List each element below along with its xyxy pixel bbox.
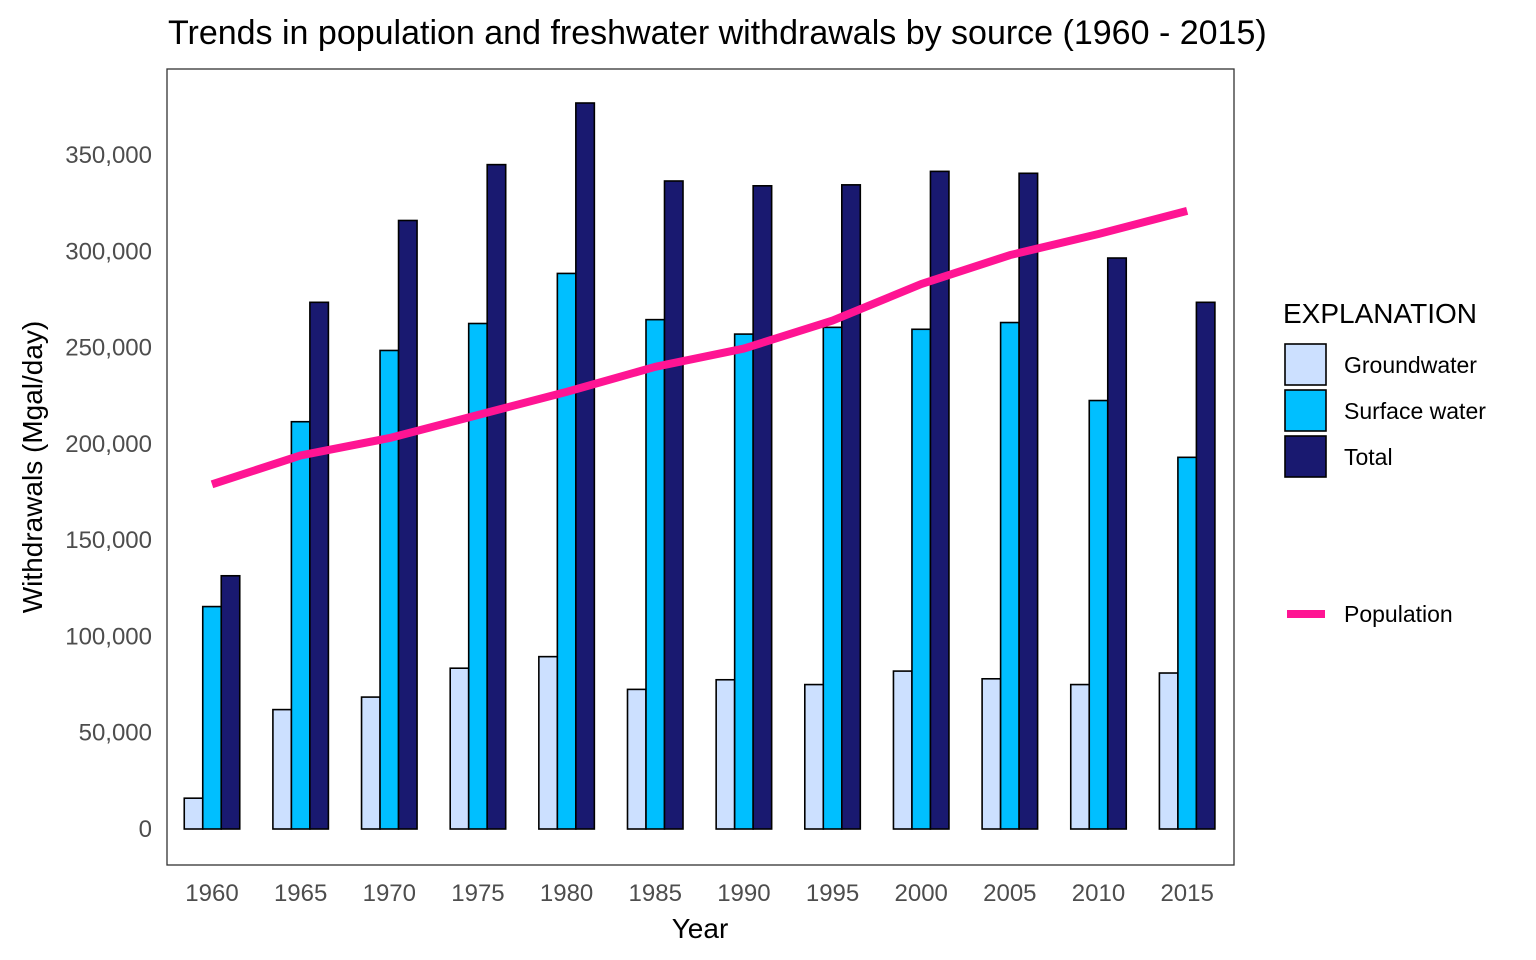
bar-total (1106, 257, 1128, 830)
bar-total (486, 163, 507, 830)
y-tick-label: 150,000 (65, 527, 152, 554)
x-tick-label: 1990 (717, 880, 770, 907)
bar-groundwater (1069, 683, 1091, 830)
plot-panel (166, 68, 1235, 866)
bar-total (663, 180, 684, 830)
bar-groundwater (981, 677, 1002, 830)
bar-total (752, 185, 773, 830)
legend-label: Surface water (1344, 398, 1486, 424)
bar-surface-water (999, 321, 1020, 830)
y-tick-label: 350,000 (65, 142, 152, 169)
chart-title: Trends in population and freshwater with… (168, 14, 1267, 52)
legend-swatch (1284, 343, 1327, 386)
legend-label: Total (1344, 444, 1393, 470)
y-axis-title: Withdrawals (Mgal/day) (17, 321, 48, 614)
bar-groundwater (715, 678, 736, 830)
bar-surface-water (822, 326, 843, 830)
bar-total (929, 170, 950, 830)
bar-total (309, 301, 330, 830)
bar-surface-water (467, 322, 489, 830)
bar-groundwater (1158, 672, 1179, 830)
legend-title: EXPLANATION (1283, 298, 1477, 329)
x-tick-label: 1975 (451, 880, 504, 907)
bar-total (397, 219, 418, 830)
bar-surface-water (645, 318, 666, 830)
x-tick-label: 1965 (274, 880, 327, 907)
x-tick-label: 2010 (1072, 880, 1125, 907)
legend-label: Groundwater (1344, 352, 1477, 378)
bar-total (840, 184, 862, 830)
population-line (210, 206, 1189, 489)
x-axis-ticks: 1960 1965 1970 1975 1980 1985 1990 1995 2000 2005… (185, 880, 1214, 907)
y-tick-label: 250,000 (65, 335, 152, 362)
legend: EXPLANATION Groundwater Surface water Tota… (1283, 298, 1486, 627)
bar-surface-water (733, 333, 754, 830)
x-tick-label: 1980 (540, 880, 593, 907)
bar-surface-water (290, 420, 311, 830)
bar-total (1195, 301, 1216, 830)
y-tick-label: 0 (139, 816, 152, 843)
legend-swatch (1284, 389, 1327, 432)
y-tick-label: 200,000 (65, 431, 152, 458)
bar-groundwater (892, 670, 913, 830)
bar-groundwater (183, 797, 204, 830)
bar-groundwater (449, 667, 470, 830)
x-tick-label: 1960 (185, 880, 238, 907)
bar-surface-water (556, 272, 577, 830)
bar-groundwater (360, 696, 381, 830)
bar-groundwater (538, 655, 559, 830)
x-tick-label: 1995 (806, 880, 859, 907)
bar-surface-water (379, 349, 400, 830)
bar-total (220, 574, 241, 830)
x-axis-title: Year (672, 913, 729, 944)
y-tick-label: 100,000 (65, 623, 152, 650)
legend-swatch (1284, 435, 1327, 478)
legend-label-population: Population (1344, 601, 1453, 627)
bar-total (1018, 172, 1039, 830)
bar-surface-water (1088, 399, 1109, 830)
bar-groundwater (626, 688, 647, 830)
y-axis-ticks: 0 50,000 100,000 150,000 200,000 250,000 300,0… (65, 142, 152, 843)
bar-surface-water (1177, 456, 1198, 830)
legend-items: Groundwater Surface water Total Population (1284, 343, 1486, 627)
bar-total (575, 102, 596, 830)
x-tick-label: 2000 (895, 880, 948, 907)
bar-groundwater (272, 708, 293, 830)
bar-surface-water (201, 605, 223, 830)
y-tick-label: 50,000 (79, 720, 152, 747)
x-tick-label: 2005 (983, 880, 1036, 907)
bar-groundwater (803, 683, 825, 830)
bar-surface-water (911, 328, 932, 830)
x-tick-label: 2015 (1160, 880, 1213, 907)
population-line-group (210, 206, 1189, 489)
x-tick-label: 1970 (363, 880, 416, 907)
x-tick-label: 1985 (629, 880, 682, 907)
y-tick-label: 300,000 (65, 238, 152, 265)
